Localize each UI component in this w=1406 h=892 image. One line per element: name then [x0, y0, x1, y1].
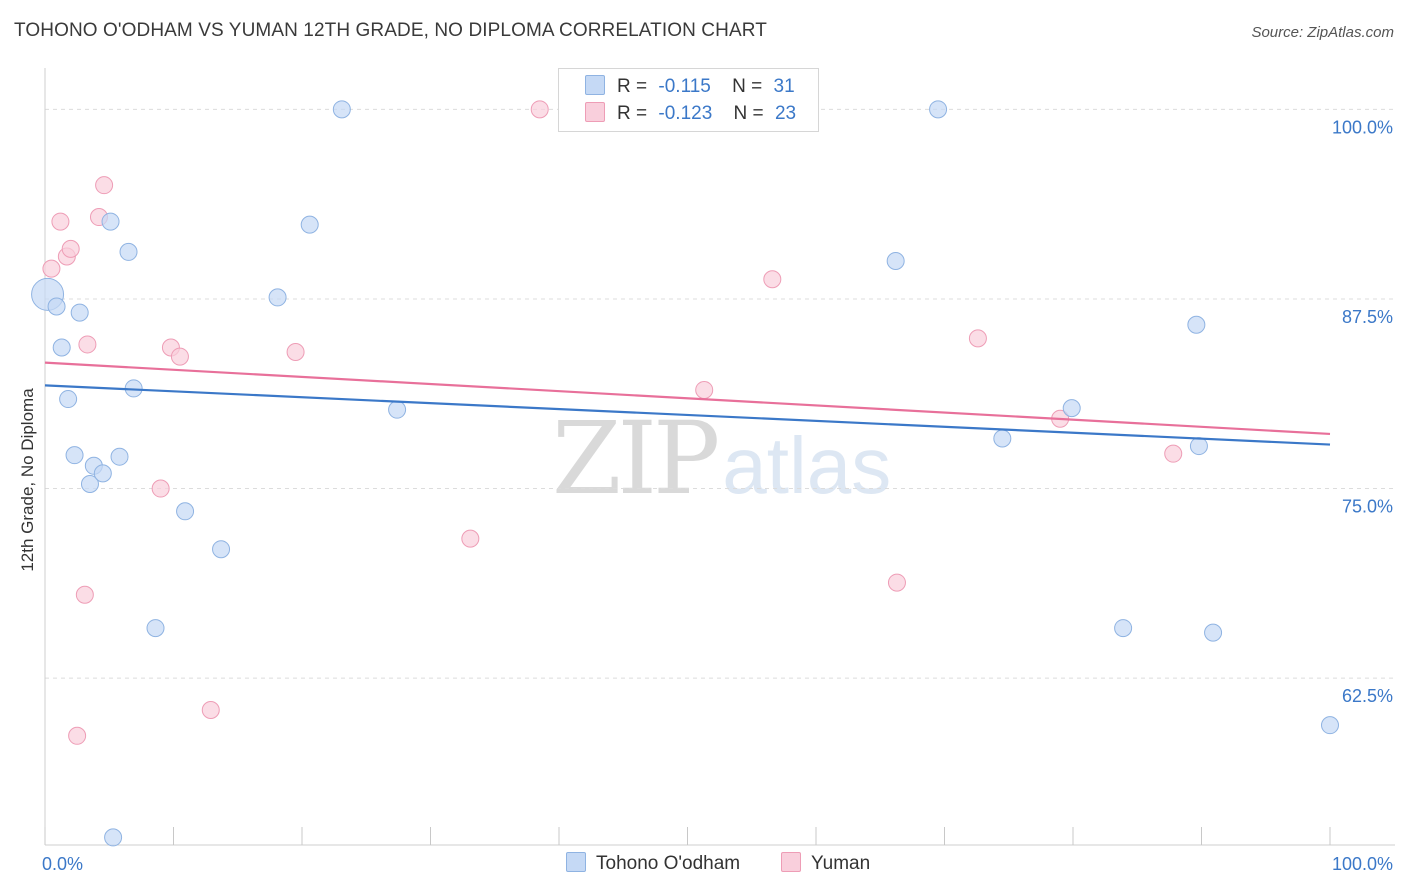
- data-point-tohono: [110, 447, 129, 466]
- legend-n-value: 23: [774, 103, 797, 124]
- legend-swatch-yuman: [585, 102, 605, 122]
- trend-line-yuman: [44, 361, 1331, 436]
- bottom-legend-swatch-yuman: [781, 852, 801, 872]
- bottom-legend-yuman: Yuman: [781, 852, 870, 875]
- data-point-tohono: [1114, 619, 1133, 638]
- data-point-tohono: [176, 502, 195, 521]
- data-point-yuman: [763, 270, 782, 289]
- y-tick-label: 100.0%: [1332, 117, 1393, 137]
- data-point-tohono: [1321, 716, 1339, 735]
- data-point-yuman: [201, 701, 220, 720]
- data-point-tohono: [93, 464, 112, 483]
- chart-title: TOHONO O'ODHAM VS YUMAN 12TH GRADE, NO D…: [14, 20, 767, 41]
- legend-r-value: -0.115: [658, 76, 711, 97]
- data-point-tohono: [119, 242, 138, 261]
- data-point-tohono: [388, 400, 407, 419]
- data-point-yuman: [968, 329, 987, 348]
- data-point-tohono: [300, 215, 319, 234]
- legend-swatch-tohono: [585, 75, 605, 95]
- legend-n-value: 31: [773, 76, 795, 97]
- y-axis-label-wrap: 12th Grade, No Diploma: [8, 350, 48, 610]
- data-point-tohono: [212, 540, 231, 559]
- data-point-yuman: [68, 726, 87, 745]
- data-point-tohono: [929, 100, 948, 119]
- data-point-tohono: [332, 100, 351, 119]
- y-axis-label: 12th Grade, No Diploma: [18, 388, 37, 572]
- y-tick-label: 62.5%: [1342, 686, 1393, 706]
- data-point-yuman: [151, 479, 170, 498]
- data-point-yuman: [286, 343, 305, 362]
- source-label: Source: ZipAtlas.com: [1251, 24, 1394, 41]
- legend-n-label: N =: [733, 103, 764, 124]
- data-point-yuman: [170, 347, 189, 366]
- trend-line-tohono: [44, 384, 1331, 446]
- data-point-tohono: [1189, 437, 1208, 456]
- data-point-yuman: [42, 259, 61, 278]
- legend-row-tohono: R = -0.115 N = 31: [585, 75, 795, 99]
- data-point-yuman: [887, 573, 906, 592]
- data-point-tohono: [52, 338, 71, 357]
- y-tick-label: 87.5%: [1342, 307, 1393, 327]
- data-point-tohono: [993, 429, 1012, 448]
- data-point-yuman: [1164, 444, 1183, 463]
- data-point-tohono: [70, 303, 89, 322]
- data-point-tohono: [268, 288, 287, 307]
- data-point-yuman: [51, 212, 70, 231]
- data-point-tohono: [65, 446, 84, 465]
- data-point-tohono: [104, 828, 123, 847]
- data-point-tohono: [1204, 623, 1223, 642]
- data-point-tohono: [1062, 399, 1081, 418]
- x-tick-label: 0.0%: [42, 854, 83, 874]
- legend-r-value: -0.123: [658, 103, 713, 124]
- bottom-legend-label-tohono: Tohono O'odham: [596, 853, 741, 874]
- legend-r-label: R =: [617, 103, 648, 124]
- data-point-tohono: [80, 474, 99, 493]
- data-point-tohono: [886, 252, 905, 271]
- correlation-legend: R = -0.115 N = 31 R = -0.123 N = 23: [558, 68, 819, 132]
- bottom-legend-label-yuman: Yuman: [811, 853, 871, 874]
- data-point-tohono: [101, 212, 120, 231]
- legend-n-label: N =: [732, 76, 763, 97]
- data-point-yuman: [695, 380, 714, 399]
- data-point-tohono: [59, 390, 78, 409]
- legend-r-label: R =: [617, 76, 648, 97]
- bottom-legend-swatch-tohono: [566, 852, 586, 872]
- data-point-yuman: [95, 176, 114, 195]
- data-point-yuman: [78, 335, 97, 354]
- data-point-yuman: [61, 239, 80, 258]
- legend-row-yuman: R = -0.123 N = 23: [585, 102, 796, 126]
- data-point-tohono: [1187, 315, 1206, 334]
- x-tick-label: 100.0%: [1332, 854, 1393, 874]
- data-point-tohono: [146, 619, 165, 638]
- bottom-legend-tohono: Tohono O'odham: [566, 852, 740, 875]
- y-tick-label: 75.0%: [1342, 497, 1393, 517]
- data-point-tohono: [47, 297, 66, 316]
- data-point-yuman: [461, 529, 480, 548]
- data-point-yuman: [75, 585, 94, 604]
- data-point-yuman: [530, 100, 549, 119]
